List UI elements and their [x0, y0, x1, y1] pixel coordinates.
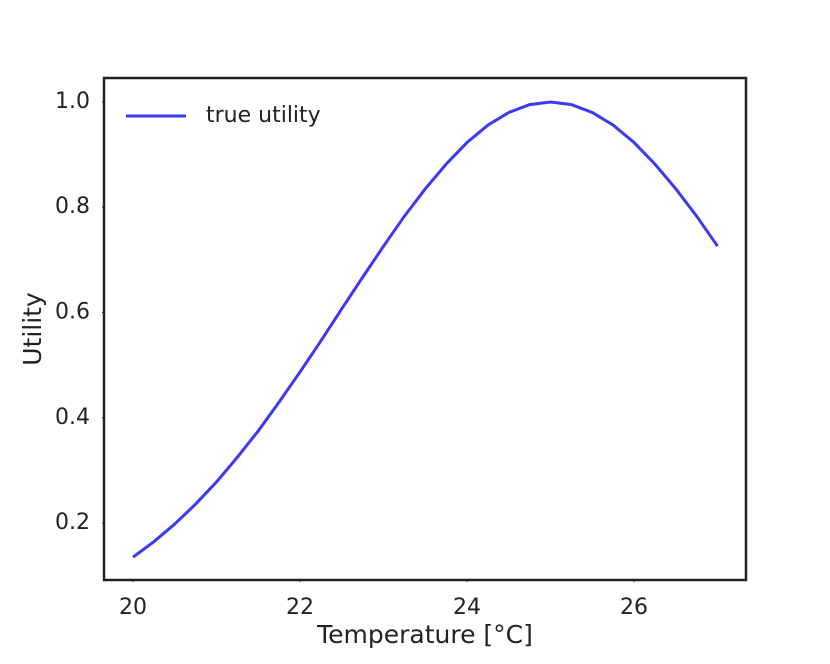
y-tick-label: 0.8 — [55, 194, 90, 219]
x-tick-label: 24 — [453, 595, 481, 620]
y-tick-label: 1.0 — [55, 89, 90, 114]
y-tick-label: 0.6 — [55, 300, 90, 325]
x-axis-label: Temperature [°C] — [316, 620, 533, 649]
y-tick-label: 0.2 — [55, 510, 90, 535]
data-line — [132, 100, 719, 559]
x-tick-label: 20 — [119, 595, 147, 620]
x-tick-label: 26 — [620, 595, 648, 620]
y-tick-label: 0.4 — [55, 405, 90, 430]
legend-label: true utility — [206, 103, 321, 128]
y-axis-label: Utility — [18, 292, 47, 366]
plot-frame — [102, 76, 748, 582]
x-tick-label: 22 — [286, 595, 314, 620]
